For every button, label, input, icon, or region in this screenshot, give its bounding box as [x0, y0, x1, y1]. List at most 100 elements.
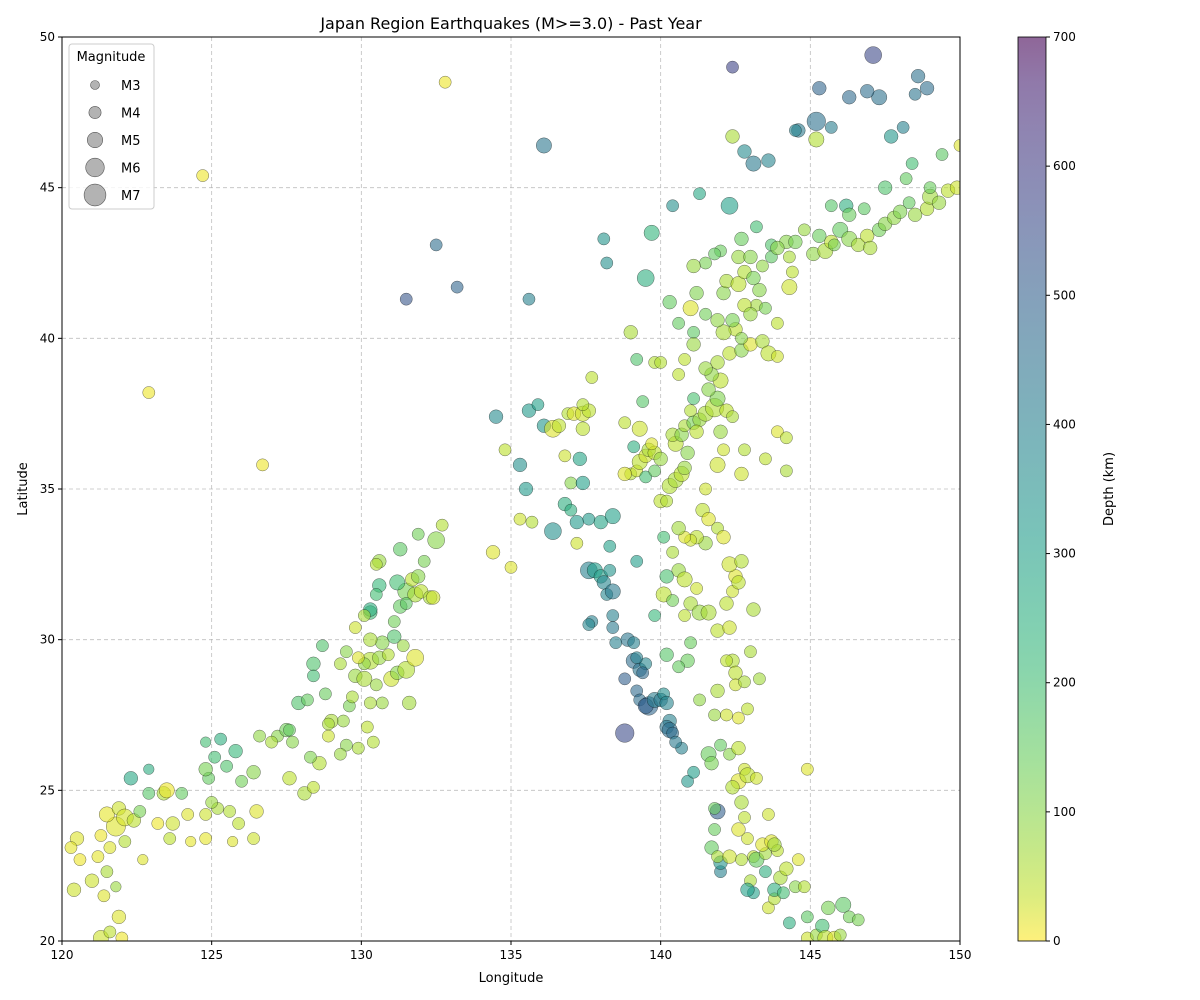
earthquake-point	[678, 609, 691, 622]
earthquake-point	[66, 882, 82, 897]
earthquake-point	[498, 443, 512, 457]
colorbar-tick-label: 0	[1053, 934, 1061, 948]
earthquake-point	[334, 747, 347, 761]
earthquake-point	[630, 651, 644, 665]
earthquake-point	[871, 89, 888, 106]
earthquake-point	[812, 81, 827, 96]
earthquake-point	[701, 511, 716, 527]
earthquake-point	[672, 368, 685, 381]
earthquake-point	[91, 850, 105, 863]
earthquake-point	[923, 181, 937, 195]
earthquake-point	[249, 804, 264, 819]
earthquake-point	[734, 795, 749, 810]
earthquake-point	[725, 129, 740, 144]
earthquake-point	[143, 763, 155, 775]
earthquake-point	[643, 224, 660, 241]
earthquake-point	[623, 325, 638, 340]
earthquake-point	[710, 313, 725, 328]
earthquake-point	[710, 355, 725, 370]
earthquake-point	[731, 822, 746, 837]
earthquake-point	[142, 786, 156, 800]
earthquake-point	[615, 723, 635, 743]
earthquake-point	[735, 331, 748, 345]
earthquake-point	[842, 90, 857, 105]
legend-marker	[90, 80, 100, 90]
earthquake-point	[575, 475, 590, 491]
earthquake-point	[824, 121, 838, 134]
earthquake-point	[910, 69, 926, 84]
earthquake-point	[636, 395, 650, 408]
earthquake-point	[340, 738, 353, 752]
earthquake-point	[699, 256, 712, 270]
x-tick-label: 150	[949, 948, 972, 962]
earthquake-point	[282, 771, 297, 786]
earthquake-point	[842, 207, 857, 222]
earthquake-point	[319, 687, 332, 701]
colorbar-gradient	[1017, 36, 1047, 942]
x-tick-label: 140	[649, 948, 672, 962]
earthquake-point	[699, 482, 712, 496]
earthquake-point	[137, 854, 149, 866]
earthquake-point	[228, 744, 243, 759]
earthquake-point	[824, 199, 838, 213]
earthquake-point	[767, 837, 782, 852]
earthquake-point	[892, 204, 908, 219]
grid	[61, 36, 961, 942]
earthquake-point	[709, 390, 726, 407]
earthquake-point	[627, 636, 641, 650]
legend-label: M6	[121, 162, 141, 177]
earthquake-point	[761, 153, 776, 168]
y-tick-label: 50	[40, 30, 55, 44]
earthquake-point	[743, 249, 758, 265]
earthquake-point	[283, 723, 296, 737]
earthquake-point	[693, 187, 706, 201]
earthquake-point	[94, 829, 108, 842]
colorbar-tick-label: 100	[1053, 805, 1076, 819]
earthquake-point	[860, 84, 875, 99]
earthquake-point	[863, 240, 878, 256]
earthquake-point	[878, 180, 893, 195]
earthquake-point	[375, 635, 390, 650]
earthquake-point	[715, 324, 732, 341]
earthquake-point	[666, 199, 679, 213]
earthquake-point	[369, 678, 383, 692]
earthquake-point	[575, 421, 590, 436]
earthquake-point	[935, 148, 949, 161]
earthquake-point	[306, 656, 321, 671]
legend-label: M7	[121, 189, 141, 204]
earthquake-point	[709, 456, 726, 473]
earthquake-point	[630, 554, 644, 568]
earthquake-point	[759, 452, 772, 466]
earthquake-point	[851, 913, 865, 927]
earthquake-point	[777, 886, 790, 900]
earthquake-point	[684, 636, 697, 650]
earthquake-point	[247, 832, 260, 845]
x-tick-label: 145	[799, 948, 822, 962]
earthquake-point	[771, 316, 784, 330]
earthquake-point	[738, 675, 751, 689]
earthquake-point	[199, 808, 213, 821]
earthquake-point	[375, 696, 389, 710]
earthquake-point	[908, 87, 922, 101]
earthquake-point	[558, 449, 572, 463]
earthquake-point	[720, 654, 733, 668]
earthquake-point	[235, 774, 248, 788]
legend-box	[68, 43, 155, 210]
earthquake-point	[711, 850, 724, 863]
earthquake-point	[949, 180, 960, 195]
earthquake-point	[600, 256, 614, 270]
earthquake-point	[356, 670, 373, 687]
earthquake-point	[406, 648, 424, 667]
earthquake-point	[648, 464, 662, 478]
legend: Magnitude M3 M4 M5 M6 M7	[68, 43, 155, 210]
earthquake-point	[653, 451, 668, 467]
earthquake-point	[864, 46, 882, 64]
earthquake-point	[531, 398, 545, 411]
earthquake-point	[485, 545, 501, 560]
y-tick-label: 20	[40, 934, 55, 948]
earthquake-point	[163, 832, 177, 845]
earthquake-point	[429, 238, 443, 252]
earthquake-point	[366, 735, 380, 749]
earthquake-point	[450, 280, 464, 294]
